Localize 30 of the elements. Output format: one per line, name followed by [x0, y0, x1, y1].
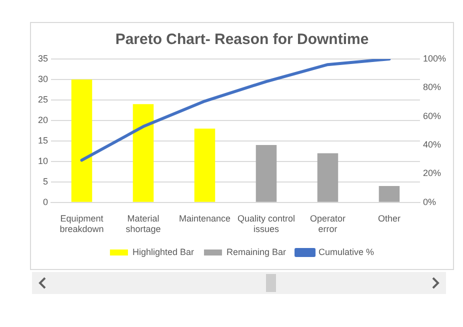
legend-label: Highlighted Bar	[132, 246, 194, 257]
y-tick-label: 25	[38, 94, 48, 104]
y2-tick-label: 0%	[422, 196, 436, 207]
x-tick-label: Other	[378, 213, 400, 224]
bar	[194, 128, 216, 202]
x-tick-label: Operator error	[310, 213, 346, 234]
legend-label: Cumulative %	[318, 246, 374, 257]
y2-tick-label: 100%	[422, 53, 446, 64]
bar	[256, 145, 277, 202]
x-tick-label: Quality control issues	[237, 213, 296, 234]
x-tick-label: Equipment breakdown	[60, 213, 104, 234]
chart-title: Pareto Chart- Reason for Downtime	[115, 31, 369, 48]
y-tick-label: 10	[38, 156, 48, 166]
x-tick-label: Material shortage	[126, 213, 161, 234]
y2-tick-label: 80%	[422, 82, 441, 92]
y2-tick-label: 20%	[422, 168, 441, 178]
bar	[132, 104, 154, 202]
bar	[71, 79, 92, 202]
y-tick-label: 30	[38, 74, 48, 84]
bar	[378, 186, 400, 202]
x-tick-label: Maintenance	[178, 213, 231, 224]
y-tick-label: 35	[38, 53, 48, 64]
y2-tick-label: 40%	[422, 140, 441, 150]
y-tick-label: 0	[42, 196, 48, 207]
y-tick-label: 20	[38, 114, 48, 125]
legend-label: Remaining Bar	[226, 246, 286, 257]
y2-tick-label: 60%	[422, 110, 441, 121]
y-tick-label: 5	[42, 176, 48, 186]
y-tick-label: 15	[38, 135, 48, 146]
bar	[317, 153, 338, 202]
